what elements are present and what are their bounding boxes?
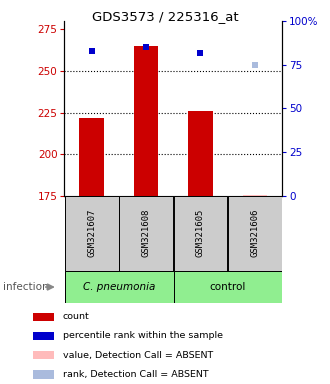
Text: GSM321605: GSM321605 <box>196 209 205 257</box>
Text: GSM321606: GSM321606 <box>250 209 259 257</box>
Text: count: count <box>63 312 89 321</box>
Text: C. pneumonia: C. pneumonia <box>82 282 155 292</box>
Bar <box>33 313 54 321</box>
Bar <box>119 196 173 271</box>
Bar <box>33 351 54 359</box>
Text: infection: infection <box>3 282 49 292</box>
Text: percentile rank within the sample: percentile rank within the sample <box>63 331 223 341</box>
Bar <box>65 196 118 271</box>
Bar <box>134 46 158 196</box>
Bar <box>243 195 267 196</box>
Bar <box>228 196 282 271</box>
Bar <box>174 271 282 303</box>
Bar <box>33 370 54 379</box>
Bar <box>33 332 54 340</box>
Text: value, Detection Call = ABSENT: value, Detection Call = ABSENT <box>63 351 213 360</box>
Text: control: control <box>210 282 246 292</box>
Text: GDS3573 / 225316_at: GDS3573 / 225316_at <box>92 10 238 23</box>
Bar <box>174 196 227 271</box>
Text: GSM321608: GSM321608 <box>142 209 150 257</box>
Bar <box>79 118 104 196</box>
Bar <box>188 111 213 196</box>
Bar <box>65 271 174 303</box>
Text: GSM321607: GSM321607 <box>87 209 96 257</box>
Text: rank, Detection Call = ABSENT: rank, Detection Call = ABSENT <box>63 370 208 379</box>
